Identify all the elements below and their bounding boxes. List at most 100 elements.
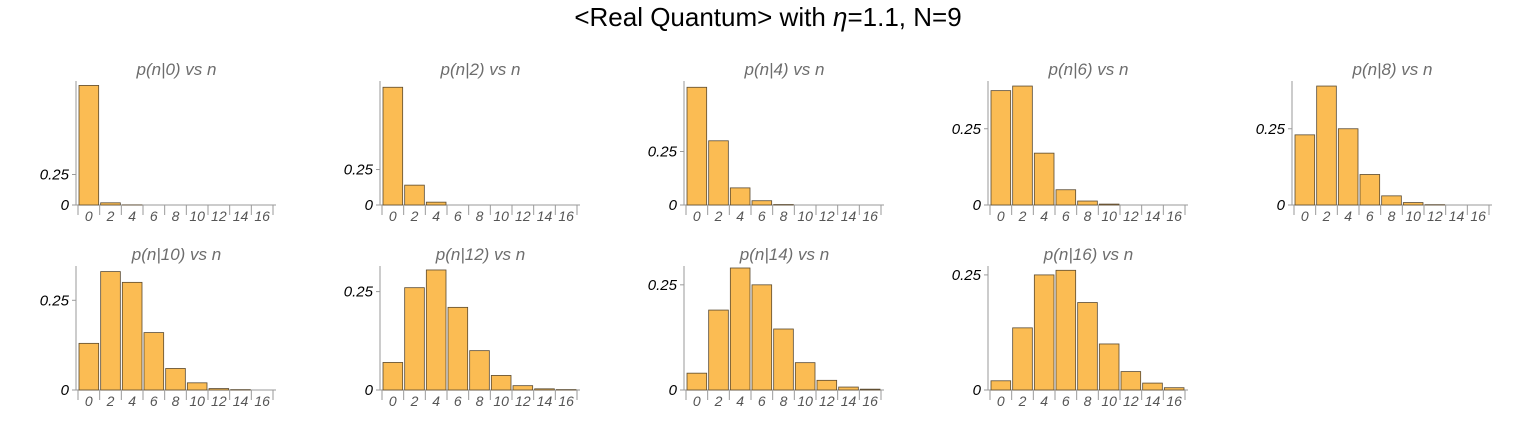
x-tick-label: 14 — [841, 393, 857, 409]
y-tick-label: 0 — [1277, 197, 1286, 214]
y-tick-label: 0.25 — [40, 167, 70, 184]
y-tick-label: 0.25 — [344, 284, 374, 301]
panel-title: p(n|16) vs n — [1043, 245, 1133, 264]
y-tick-label: 0 — [365, 197, 374, 214]
bar-n-0 — [78, 342, 100, 391]
bar-n-4 — [1033, 152, 1055, 206]
x-tick-label: 12 — [515, 393, 531, 409]
x-tick-label: 10 — [1405, 208, 1421, 224]
panel-title: p(n|14) vs n — [739, 245, 829, 264]
bar-n-14 — [1142, 382, 1163, 391]
bar-n-16 — [1163, 387, 1185, 391]
bar-n-6 — [751, 200, 773, 206]
panel-title: p(n|8) vs n — [1351, 60, 1432, 79]
x-tick-label: 12 — [819, 393, 835, 409]
bar-n-4 — [729, 187, 751, 206]
bar-n-10 — [1402, 202, 1424, 206]
x-tick-label: 4 — [736, 393, 744, 409]
bar-n-12 — [816, 379, 838, 391]
panel-title: p(n|0) vs n — [135, 60, 216, 79]
x-tick-label: 14 — [537, 393, 553, 409]
x-tick-label: 6 — [150, 393, 158, 409]
x-tick-label: 16 — [862, 393, 878, 409]
x-tick-label: 12 — [1123, 208, 1139, 224]
panel-title: p(n|6) vs n — [1047, 60, 1128, 79]
bar-n-0 — [990, 90, 1012, 206]
x-tick-label: 14 — [537, 208, 553, 224]
x-tick-label: 8 — [780, 208, 788, 224]
bar-n-12 — [208, 388, 230, 391]
bar-n-4 — [729, 267, 751, 391]
bar-n-0 — [990, 380, 1012, 391]
bar-n-8 — [1381, 195, 1402, 206]
bar-n-10 — [186, 382, 208, 391]
x-tick-label: 2 — [1322, 208, 1331, 224]
bar-n-0 — [686, 86, 708, 206]
y-tick-label: 0.25 — [648, 277, 678, 294]
x-tick-label: 10 — [189, 208, 205, 224]
x-tick-label: 12 — [1427, 208, 1443, 224]
x-tick-label: 6 — [1366, 208, 1374, 224]
x-tick-label: 0 — [389, 208, 397, 224]
x-tick-label: 16 — [1470, 208, 1486, 224]
bar-n-2 — [404, 287, 425, 391]
x-tick-label: 0 — [997, 208, 1005, 224]
y-tick-label: 0 — [669, 382, 678, 399]
x-tick-label: 6 — [454, 208, 462, 224]
bar-n-0 — [78, 85, 100, 206]
x-tick-label: 8 — [780, 393, 788, 409]
y-tick-label: 0 — [669, 197, 678, 214]
bar-n-0 — [1294, 134, 1316, 206]
bar-n-6 — [143, 332, 165, 391]
x-tick-label: 2 — [410, 208, 419, 224]
x-tick-label: 4 — [1344, 208, 1352, 224]
y-tick-label: 0 — [365, 382, 374, 399]
bar-n-10 — [490, 375, 512, 391]
bar-n-12 — [512, 385, 534, 391]
y-tick-label: 0.25 — [40, 292, 70, 309]
bar-n-16 — [859, 388, 881, 391]
bar-n-12 — [1120, 371, 1142, 391]
bar-n-6 — [447, 306, 469, 391]
x-tick-label: 12 — [211, 208, 227, 224]
x-tick-label: 2 — [410, 393, 419, 409]
x-tick-label: 0 — [997, 393, 1005, 409]
title-suffix: =1.1, N=9 — [847, 2, 962, 32]
y-tick-label: 0.25 — [952, 267, 982, 284]
x-tick-label: 6 — [1062, 208, 1070, 224]
x-tick-label: 0 — [693, 208, 701, 224]
bar-n-14 — [534, 388, 555, 391]
bar-n-2 — [1012, 327, 1033, 391]
x-tick-label: 10 — [493, 393, 509, 409]
y-tick-label: 0 — [973, 382, 982, 399]
x-tick-label: 10 — [1101, 393, 1117, 409]
bar-n-8 — [773, 328, 794, 391]
bar-n-6 — [751, 284, 773, 391]
x-tick-label: 2 — [1018, 208, 1027, 224]
panel-title: p(n|4) vs n — [743, 60, 824, 79]
x-tick-label: 12 — [1123, 393, 1139, 409]
y-tick-label: 0.25 — [648, 143, 678, 160]
bar-n-4 — [425, 269, 447, 391]
panel-title: p(n|10) vs n — [131, 245, 221, 264]
bar-n-8 — [1077, 200, 1098, 206]
x-tick-label: 16 — [862, 208, 878, 224]
x-tick-label: 8 — [172, 208, 180, 224]
bar-n-0 — [382, 86, 404, 206]
x-tick-label: 8 — [1084, 393, 1092, 409]
bar-n-2 — [1316, 85, 1337, 206]
x-tick-label: 10 — [797, 208, 813, 224]
bar-n-2 — [100, 202, 121, 206]
bar-n-8 — [1077, 302, 1098, 391]
x-tick-label: 14 — [841, 208, 857, 224]
bar-n-4 — [1337, 128, 1359, 206]
title-prefix: <Real Quantum> with — [574, 2, 834, 32]
x-tick-label: 8 — [476, 208, 484, 224]
x-tick-label: 14 — [233, 208, 249, 224]
